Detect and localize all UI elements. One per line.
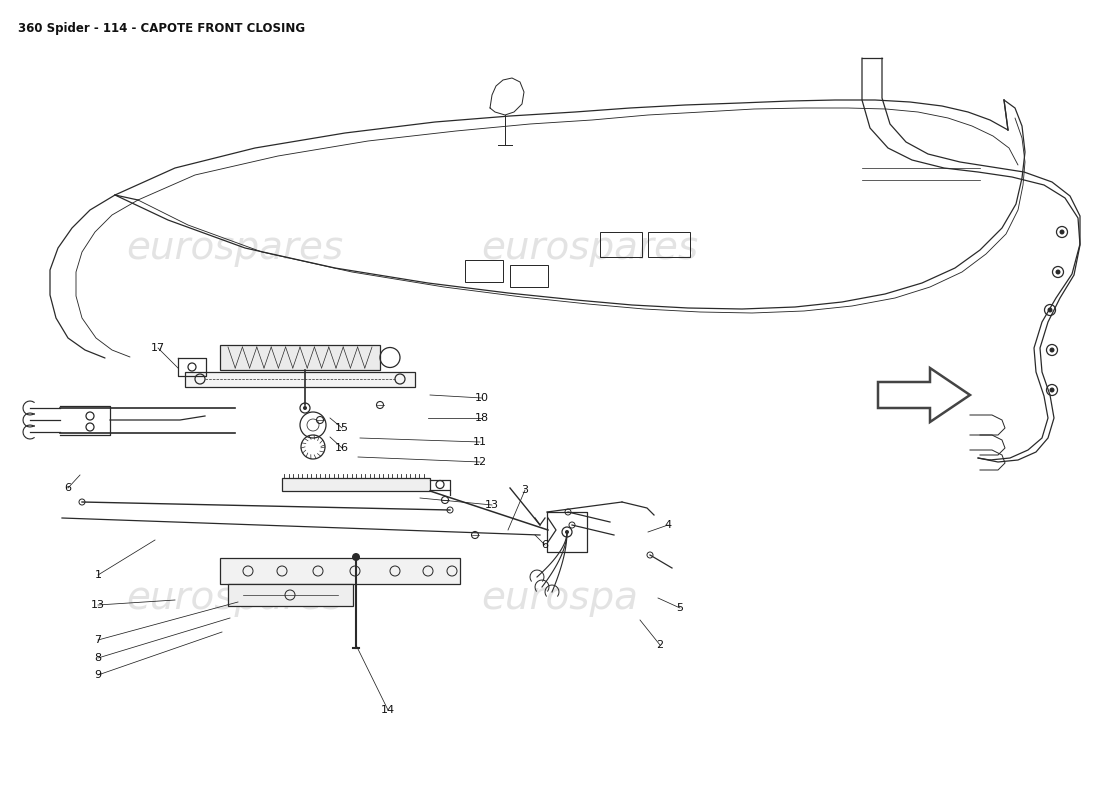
Polygon shape	[878, 368, 970, 422]
Text: 9: 9	[95, 670, 101, 680]
Text: 8: 8	[95, 653, 101, 663]
Text: 18: 18	[475, 413, 490, 423]
Text: 17: 17	[151, 343, 165, 353]
Text: 15: 15	[336, 423, 349, 433]
Text: 16: 16	[336, 443, 349, 453]
Circle shape	[1049, 387, 1055, 393]
Text: 13: 13	[485, 500, 499, 510]
Circle shape	[1056, 270, 1060, 274]
Text: 3: 3	[521, 485, 528, 495]
Bar	[185, 372, 415, 387]
Text: 360 Spider - 114 - CAPOTE FRONT CLOSING: 360 Spider - 114 - CAPOTE FRONT CLOSING	[18, 22, 305, 35]
Text: 14: 14	[381, 705, 395, 715]
Text: 6: 6	[65, 483, 72, 493]
Bar	[648, 232, 690, 257]
Circle shape	[1059, 230, 1065, 234]
Bar	[228, 584, 353, 606]
Bar	[282, 478, 430, 491]
Text: 11: 11	[473, 437, 487, 447]
Text: 5: 5	[676, 603, 683, 613]
Circle shape	[1049, 347, 1055, 353]
Text: eurospares: eurospares	[126, 579, 343, 617]
Text: 4: 4	[664, 520, 672, 530]
Circle shape	[302, 406, 307, 410]
Text: eurospares: eurospares	[482, 229, 698, 267]
Text: eurospares: eurospares	[126, 229, 343, 267]
Text: 7: 7	[95, 635, 101, 645]
Text: 1: 1	[95, 570, 101, 580]
Bar	[220, 558, 460, 584]
Text: 6: 6	[541, 540, 549, 550]
Circle shape	[1047, 307, 1053, 313]
Text: 12: 12	[473, 457, 487, 467]
Bar	[510, 265, 548, 287]
Text: 13: 13	[91, 600, 104, 610]
Text: eurospa: eurospa	[482, 579, 638, 617]
Text: 10: 10	[475, 393, 490, 403]
Bar	[600, 232, 642, 257]
Text: 2: 2	[657, 640, 663, 650]
Bar	[220, 345, 380, 370]
Circle shape	[565, 530, 569, 534]
Bar	[465, 260, 503, 282]
Circle shape	[352, 553, 360, 561]
